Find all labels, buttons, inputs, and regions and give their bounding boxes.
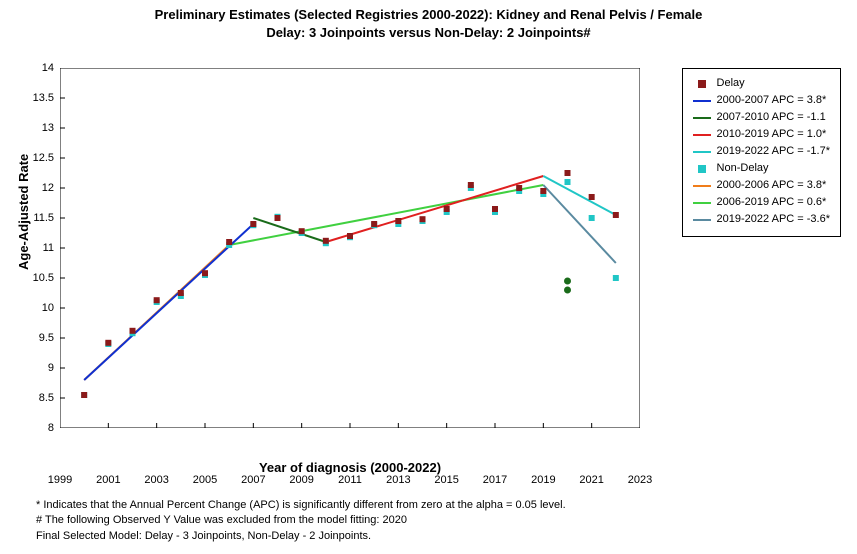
footnotes: * Indicates that the Annual Percent Chan… (36, 498, 566, 544)
y-tick-label: 11 (43, 242, 60, 254)
y-tick-label: 10 (42, 302, 60, 314)
legend-box: Delay2000-2007 APC = 3.8*2007-2010 APC =… (682, 68, 841, 237)
y-tick-label: 8 (48, 422, 60, 434)
legend-item: 2000-2006 APC = 3.8* (693, 177, 830, 194)
legend-item: 2006-2019 APC = 0.6* (693, 194, 830, 211)
legend-label: 2006-2019 APC = 0.6* (717, 194, 827, 211)
footnote-3: Final Selected Model: Delay - 3 Joinpoin… (36, 529, 566, 544)
legend-item: Delay (693, 75, 830, 92)
legend-label: 2010-2019 APC = 1.0* (717, 126, 827, 143)
legend-label: 2019-2022 APC = -1.7* (717, 143, 830, 160)
chart-area: 88.599.51010.51111.51212.51313.514 19992… (60, 68, 640, 468)
legend-label: Delay (717, 75, 745, 92)
legend-label: 2000-2006 APC = 3.8* (717, 177, 827, 194)
footnote-1: * Indicates that the Annual Percent Chan… (36, 498, 566, 513)
chart-svg (60, 68, 640, 428)
title-line1: Preliminary Estimates (Selected Registri… (0, 6, 857, 24)
legend-item: 2019-2022 APC = -1.7* (693, 143, 830, 160)
legend-item: 2000-2007 APC = 3.8* (693, 92, 830, 109)
y-tick-label: 11.5 (33, 212, 60, 224)
legend-label: 2000-2007 APC = 3.8* (717, 92, 827, 109)
legend-item: Non-Delay (693, 160, 830, 177)
title-line2: Delay: 3 Joinpoints versus Non-Delay: 2 … (0, 24, 857, 42)
y-tick-label: 14 (42, 62, 60, 74)
y-tick-label: 13 (42, 122, 60, 134)
y-tick-label: 13.5 (33, 92, 60, 104)
chart-page: { "title_line1":"Preliminary Estimates (… (0, 0, 857, 554)
footnote-2: # The following Observed Y Value was exc… (36, 513, 566, 528)
legend-label: 2007-2010 APC = -1.1 (717, 109, 826, 126)
y-tick-label: 9.5 (39, 332, 60, 344)
y-tick-label: 8.5 (39, 392, 60, 404)
legend-label: 2019-2022 APC = -3.6* (717, 211, 830, 228)
legend-label: Non-Delay (717, 160, 769, 177)
x-axis-label: Year of diagnosis (2000-2022) (60, 460, 640, 475)
chart-title: Preliminary Estimates (Selected Registri… (0, 6, 857, 41)
legend-item: 2019-2022 APC = -3.6* (693, 211, 830, 228)
legend-item: 2010-2019 APC = 1.0* (693, 126, 830, 143)
y-tick-label: 10.5 (33, 272, 60, 284)
y-axis-label: Age-Adjusted Rate (16, 154, 31, 270)
y-tick-label: 12 (42, 182, 60, 194)
legend-item: 2007-2010 APC = -1.1 (693, 109, 830, 126)
y-tick-label: 12.5 (33, 152, 60, 164)
y-tick-label: 9 (48, 362, 60, 374)
